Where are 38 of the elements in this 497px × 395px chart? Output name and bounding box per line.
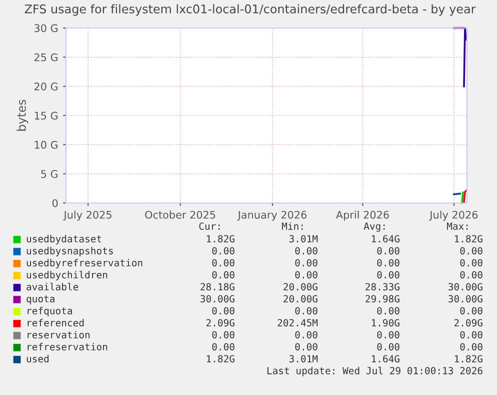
legend-label: usedbydataset bbox=[26, 234, 102, 244]
legend-label: refquota bbox=[28, 306, 72, 316]
x-tick-label: July 2025 bbox=[63, 210, 112, 221]
legend-label: usedbychildren bbox=[26, 270, 108, 280]
legend-label: available bbox=[26, 282, 78, 290]
y-tick-label: 25 G bbox=[34, 53, 58, 62]
y-axis-title: bytes bbox=[16, 100, 28, 131]
x-tick-label: January 2026 bbox=[237, 210, 307, 221]
text: 1.82G 3.01M 1.64G 1.82G bbox=[206, 235, 482, 242]
x-tick-label: April 2026 bbox=[336, 210, 389, 221]
y-tick-label: 20 G bbox=[34, 82, 58, 90]
legend-label: reservation bbox=[28, 330, 90, 338]
legend-label: referenced bbox=[28, 318, 84, 326]
text: Last update: Wed Jul 29 01:00:13 2026 bbox=[267, 366, 482, 376]
text: Cur: Min: Avg: Max: bbox=[199, 222, 468, 232]
legend-label: used bbox=[26, 354, 49, 362]
y-tick-label: 10 G bbox=[34, 140, 58, 149]
y-tick-label: 5 G bbox=[41, 170, 58, 178]
chart-title: ZFS usage for filesystem lxc01-local-01/containers/edrefcard-beta - by year bbox=[24, 4, 476, 16]
y-tick-label: 30 G bbox=[34, 24, 58, 32]
x-tick-label: October 2025 bbox=[145, 210, 216, 219]
x-tick-label: July 2026 bbox=[429, 210, 478, 221]
text: 0.00 0.00 0.00 0.00 bbox=[212, 247, 482, 254]
y-tick-label: 0 bbox=[52, 199, 58, 208]
text: 1.82G 3.01M 1.64G 1.82G bbox=[206, 355, 482, 362]
text: 28.18G 20.00G 28.33G 30.00G bbox=[200, 283, 482, 290]
legend-label: usedbyrefreservation bbox=[26, 258, 142, 268]
legend-label: quota bbox=[26, 295, 54, 304]
text: 2.09G 202.45M 1.90G 2.09G bbox=[206, 319, 482, 326]
text: 0.00 0.00 0.00 0.00 bbox=[212, 343, 482, 350]
text: 0.00 0.00 0.00 0.00 bbox=[212, 271, 482, 278]
text: 30.00G 20.00G 29.98G 30.00G bbox=[200, 295, 482, 302]
text: 0.00 0.00 0.00 0.00 bbox=[212, 307, 482, 314]
legend-label: usedbysnapshots bbox=[26, 246, 113, 256]
legend-label: refreservation bbox=[28, 342, 108, 350]
y-tick-label: 15 G bbox=[34, 112, 58, 120]
text: 0.00 0.00 0.00 0.00 bbox=[212, 331, 482, 338]
text: 0.00 0.00 0.00 0.00 bbox=[212, 259, 482, 266]
